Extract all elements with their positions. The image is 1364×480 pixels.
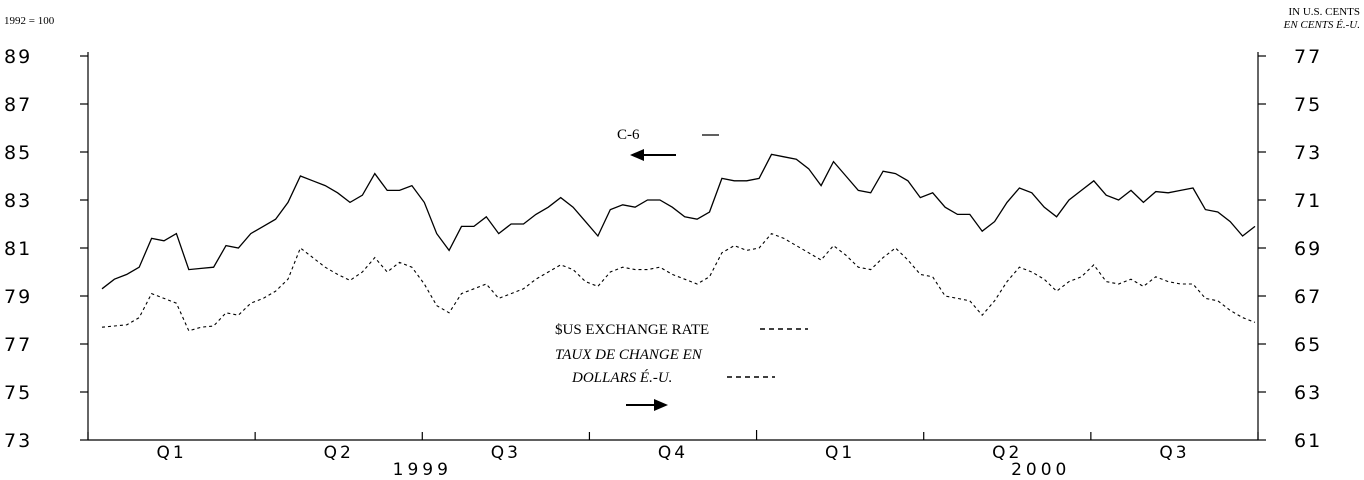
quarter-label: Q3 xyxy=(491,443,521,463)
left-axis: 73 75 77 79 81 83 85 87 89 xyxy=(4,46,89,452)
left-tick-label: 73 xyxy=(4,430,32,452)
quarter-label: Q4 xyxy=(658,443,688,463)
left-tick-label: 79 xyxy=(4,286,32,308)
year-label: 1999 xyxy=(393,460,452,480)
year-label: 2000 xyxy=(1011,460,1070,480)
left-arrow-icon xyxy=(630,149,676,161)
left-tick-label: 85 xyxy=(4,142,32,164)
right-unit-label-en: IN U.S. CENTS xyxy=(1288,6,1360,18)
series-line-c6 xyxy=(101,153,1256,290)
right-tick-label: 65 xyxy=(1294,334,1322,356)
fx-legend-label-en: $US EXCHANGE RATE xyxy=(555,322,709,338)
left-tick-label: 87 xyxy=(4,94,32,116)
fx-legend-label-fr-1: TAUX DE CHANGE EN xyxy=(555,347,703,363)
right-tick-label: 69 xyxy=(1294,238,1322,260)
left-tick-label: 89 xyxy=(4,46,32,68)
left-tick-label: 81 xyxy=(4,238,32,260)
right-tick-label: 73 xyxy=(1294,142,1322,164)
quarter-label: Q3 xyxy=(1159,443,1189,463)
left-tick-label: 83 xyxy=(4,190,32,212)
right-axis: 61 63 65 67 69 71 73 75 77 xyxy=(1257,46,1322,452)
right-tick-label: 61 xyxy=(1294,430,1322,452)
series-line-exchange-rate xyxy=(101,232,1256,332)
right-tick-label: 77 xyxy=(1294,46,1322,68)
left-unit-label: 1992 = 100 xyxy=(4,15,55,27)
right-tick-label: 67 xyxy=(1294,286,1322,308)
left-tick-label: 75 xyxy=(4,382,32,404)
right-tick-label: 63 xyxy=(1294,382,1322,404)
left-tick-label: 77 xyxy=(4,334,32,356)
fx-legend-label-fr-2: DOLLARS É.-U. xyxy=(571,369,672,386)
right-unit-label-fr: EN CENTS É.-U. xyxy=(1283,19,1360,31)
quarter-label: Q1 xyxy=(825,443,855,463)
quarter-label: Q2 xyxy=(992,443,1022,463)
right-tick-label: 71 xyxy=(1294,190,1322,212)
right-tick-label: 75 xyxy=(1294,94,1322,116)
c6-legend-label: C-6 xyxy=(617,127,640,143)
right-arrow-icon xyxy=(626,399,668,411)
x-axis: Q1 Q2 Q3 Q4 Q1 Q2 Q3 1999 2000 xyxy=(87,430,1259,480)
quarter-label: Q2 xyxy=(324,443,354,463)
quarter-label: Q1 xyxy=(156,443,186,463)
